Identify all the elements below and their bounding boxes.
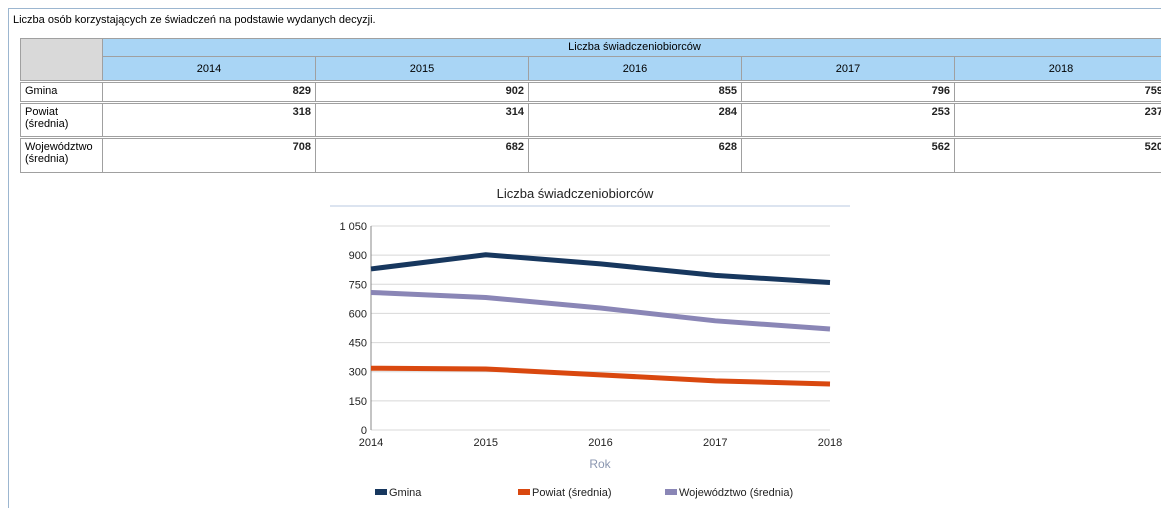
legend-label: Powiat (średnia) [532, 487, 611, 499]
legend-swatch [375, 489, 387, 495]
panel [8, 8, 1161, 508]
value-cell: 628 [528, 138, 742, 173]
year-header: 2018 [954, 56, 1161, 81]
legend-swatch [518, 489, 530, 495]
y-tick-label: 450 [349, 338, 367, 350]
y-tick-label: 0 [361, 425, 367, 437]
legend-label: Województwo (średnia) [679, 487, 793, 499]
value-cell: 520 [954, 138, 1161, 173]
value-cell: 902 [315, 82, 529, 102]
x-tick-label: 2017 [703, 437, 727, 449]
series-line [370, 365, 831, 387]
y-tick-label: 300 [349, 367, 367, 379]
year-header: 2014 [102, 56, 316, 81]
value-cell: 318 [102, 103, 316, 137]
value-cell: 682 [315, 138, 529, 173]
row-label: Powiat (średnia) [20, 103, 103, 137]
row-label: Województwo (średnia) [20, 138, 103, 173]
value-cell: 237 [954, 103, 1161, 137]
series-line [370, 252, 831, 286]
x-tick-label: 2015 [474, 437, 498, 449]
y-tick-label: 150 [349, 396, 367, 408]
value-cell: 253 [741, 103, 955, 137]
value-cell: 855 [528, 82, 742, 102]
year-header: 2015 [315, 56, 529, 81]
row-label: Gmina [20, 82, 103, 102]
x-axis-label: Rok [589, 457, 611, 471]
page-title: Liczba osób korzystających ze świadczeń … [13, 14, 376, 26]
x-tick-label: 2014 [359, 437, 383, 449]
series-line [370, 289, 831, 332]
y-tick-label: 600 [349, 308, 367, 320]
legend-label: Gmina [389, 487, 422, 499]
value-cell: 562 [741, 138, 955, 173]
value-cell: 314 [315, 103, 529, 137]
x-tick-label: 2016 [588, 437, 612, 449]
value-cell: 759 [954, 82, 1161, 102]
value-cell: 284 [528, 103, 742, 137]
x-tick-label: 2018 [818, 437, 842, 449]
corner-cell [20, 38, 103, 81]
value-cell: 708 [102, 138, 316, 173]
y-tick-label: 750 [349, 279, 367, 291]
chart-title: Liczba świadczeniobiorców [497, 186, 654, 201]
value-cell: 796 [741, 82, 955, 102]
year-header: 2016 [528, 56, 742, 81]
year-header: 2017 [741, 56, 955, 81]
y-tick-label: 1 050 [339, 221, 367, 233]
y-tick-label: 900 [349, 250, 367, 262]
legend-swatch [665, 489, 677, 495]
